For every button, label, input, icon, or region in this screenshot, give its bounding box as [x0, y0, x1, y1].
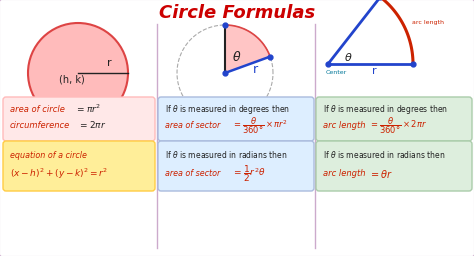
Circle shape: [28, 23, 128, 123]
Text: Center: Center: [326, 70, 347, 75]
FancyBboxPatch shape: [158, 97, 314, 141]
Text: (h, k): (h, k): [59, 74, 85, 84]
Text: $= \pi r^2$: $= \pi r^2$: [75, 103, 101, 115]
Text: r: r: [107, 58, 111, 68]
Text: If $\theta$ is measured in radians then: If $\theta$ is measured in radians then: [323, 150, 446, 161]
FancyBboxPatch shape: [3, 97, 155, 141]
Text: $= \theta r$: $= \theta r$: [369, 168, 393, 180]
Text: $\theta$: $\theta$: [232, 50, 242, 64]
Text: arc length: arc length: [323, 121, 365, 130]
FancyBboxPatch shape: [3, 141, 155, 191]
FancyBboxPatch shape: [316, 97, 472, 141]
Text: r: r: [373, 66, 377, 76]
Text: r: r: [253, 63, 258, 76]
Text: If $\theta$ is measured in degrees then: If $\theta$ is measured in degrees then: [165, 102, 290, 115]
Text: equation of a circle: equation of a circle: [10, 151, 87, 159]
Text: arc length: arc length: [323, 168, 365, 177]
Text: $= 2\pi r$: $= 2\pi r$: [78, 120, 106, 131]
Text: area of sector: area of sector: [165, 121, 220, 130]
Text: $=\dfrac{\theta}{360°}\times\pi r^2$: $=\dfrac{\theta}{360°}\times\pi r^2$: [232, 116, 288, 136]
FancyBboxPatch shape: [158, 141, 314, 191]
FancyBboxPatch shape: [316, 141, 472, 191]
Text: $=\dfrac{1}{2}r^2\theta$: $=\dfrac{1}{2}r^2\theta$: [232, 164, 266, 184]
Text: arc length: arc length: [412, 20, 444, 25]
Text: area of circle: area of circle: [10, 104, 65, 113]
Text: $(x-h)^2+(y-k)^2=r^2$: $(x-h)^2+(y-k)^2=r^2$: [10, 167, 108, 181]
Text: If $\theta$ is measured in radians then: If $\theta$ is measured in radians then: [165, 150, 287, 161]
Text: Circle Formulas: Circle Formulas: [159, 4, 315, 22]
Polygon shape: [225, 25, 270, 73]
Text: circumference: circumference: [10, 121, 70, 130]
Text: $\theta$: $\theta$: [344, 51, 353, 63]
Text: $=\dfrac{\theta}{360°}\times 2\pi r$: $=\dfrac{\theta}{360°}\times 2\pi r$: [369, 116, 427, 136]
Text: If $\theta$ is measured in degrees then: If $\theta$ is measured in degrees then: [323, 102, 448, 115]
Text: area of sector: area of sector: [165, 168, 220, 177]
